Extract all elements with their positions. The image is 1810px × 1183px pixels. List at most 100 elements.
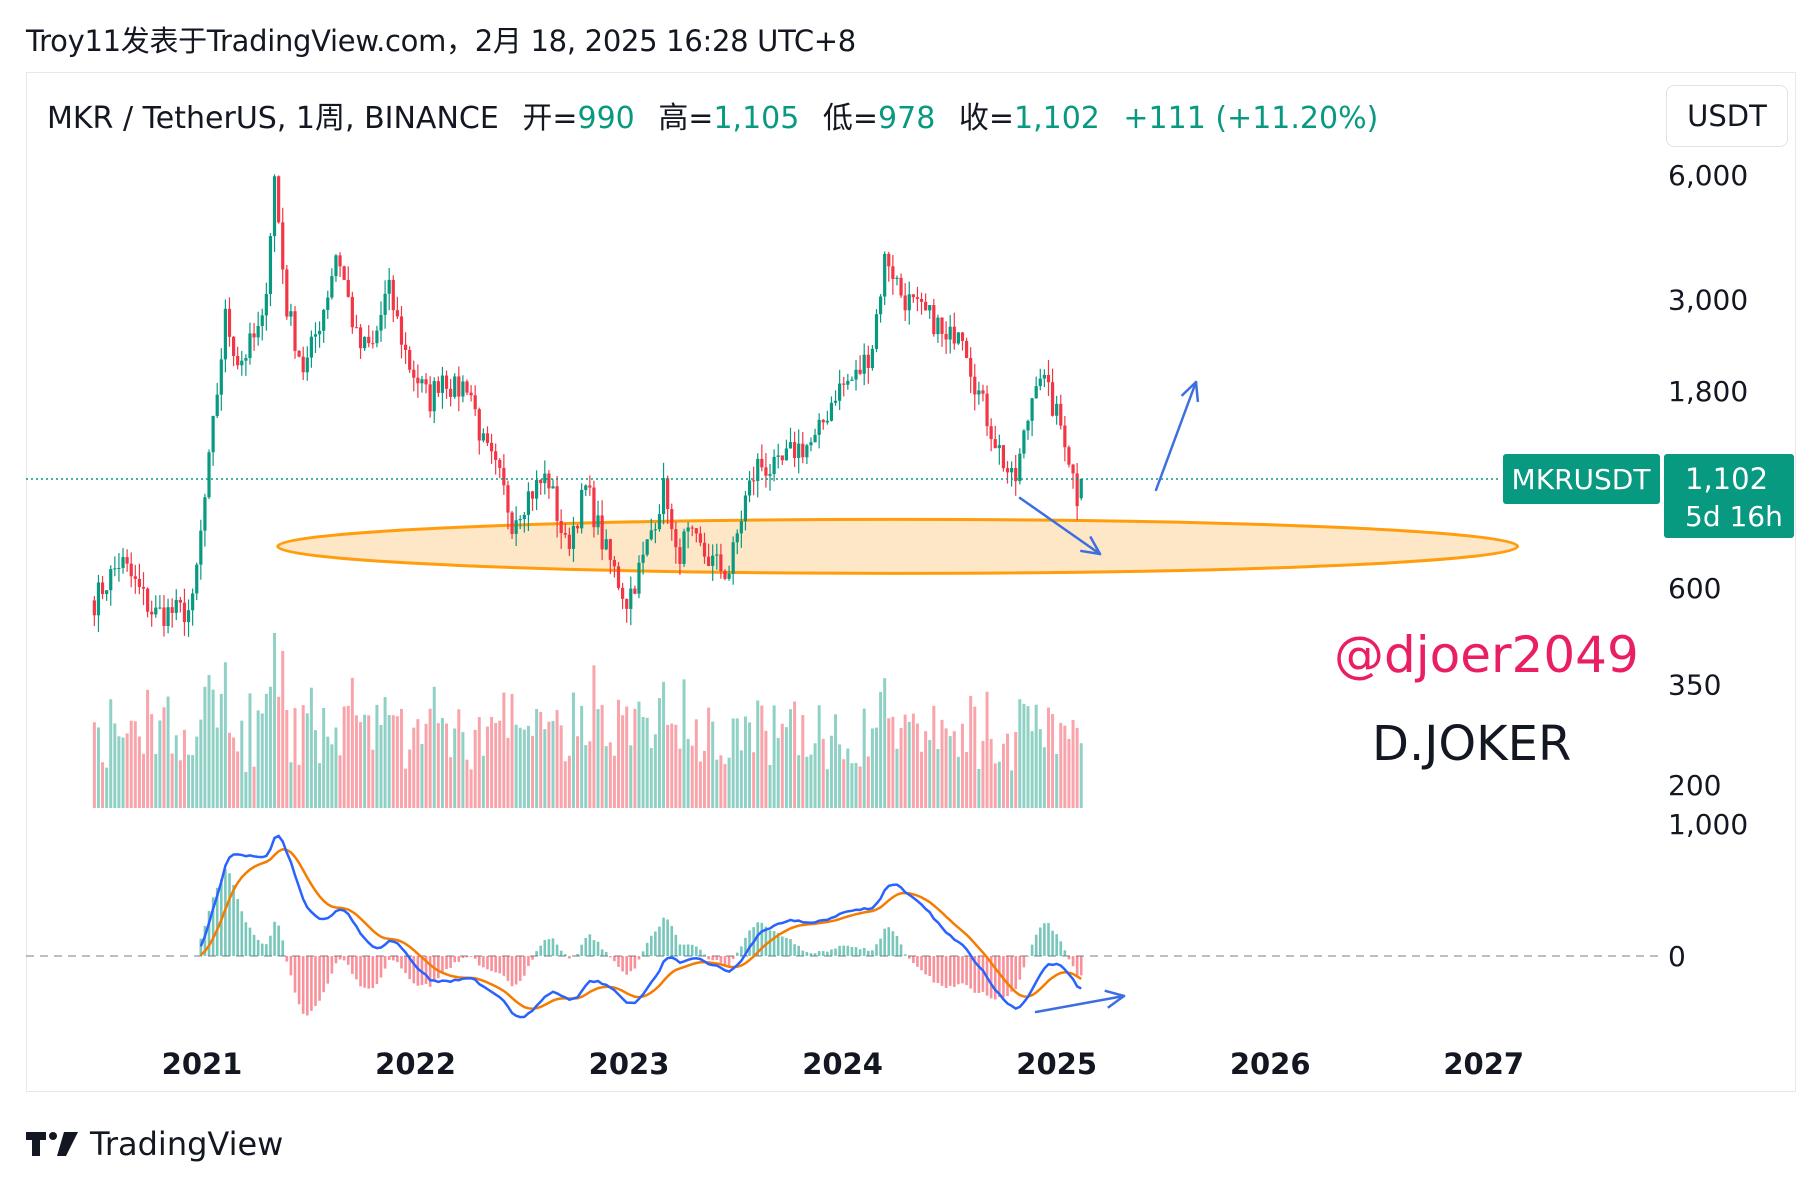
candle-body [571, 525, 576, 549]
macd-histogram-bar [355, 956, 358, 980]
macd-histogram-bar [842, 945, 846, 956]
candle-body [899, 277, 903, 296]
candle-body [833, 400, 838, 403]
macd-histogram-bar [215, 887, 219, 956]
tradingview-logo-icon [26, 1132, 78, 1156]
macd-histogram-bar [584, 937, 588, 956]
volume-bar [608, 742, 612, 808]
macd-histogram-bar [252, 934, 256, 956]
volume-bar [948, 736, 952, 808]
candle-body [915, 297, 920, 299]
candle-body [375, 330, 379, 344]
volume-bar [1059, 722, 1063, 808]
candle-body [559, 520, 563, 534]
candle-body [297, 350, 301, 357]
candle-body [694, 528, 698, 534]
legend-close-label: 收= [958, 101, 1014, 136]
macd-histogram-bar [396, 956, 399, 963]
macd-histogram-bar [817, 951, 821, 956]
volume-bar [92, 722, 96, 808]
symbol-badge-text: MKRUSDT [1512, 463, 1652, 496]
candle-body [227, 308, 232, 337]
macd-histogram-bar [351, 956, 354, 974]
macd-histogram-bar [244, 922, 248, 956]
volume-bar [780, 723, 784, 808]
candle-body [137, 578, 142, 587]
candle-body [735, 533, 739, 543]
macd-histogram-bar [666, 919, 669, 956]
candle-body [964, 340, 969, 359]
macd-histogram-bar [875, 944, 878, 956]
candle-body [494, 451, 498, 460]
volume-bar [133, 721, 137, 808]
volume-bar [1063, 725, 1067, 808]
candle-body [1001, 445, 1006, 469]
volume-bar [219, 693, 223, 808]
symbol-legend: MKR / TetherUS, 1周, BINANCE 开=990 高=1,10… [47, 93, 1378, 137]
volume-bar [297, 764, 301, 808]
volume-bar [674, 724, 678, 808]
candle-body [903, 295, 907, 311]
candle-body [1034, 386, 1038, 399]
macd-histogram-bar [629, 956, 633, 972]
volume-bar [125, 733, 129, 808]
year-tick-label: 2022 [375, 1047, 456, 1081]
candle-body [932, 305, 936, 335]
macd-histogram-bar [469, 956, 473, 957]
macd-histogram-bar [867, 950, 870, 956]
candle-body [1010, 467, 1014, 473]
macd-histogram-bar [568, 956, 571, 959]
macd-histogram-bar [756, 922, 760, 956]
axis-layer: 6,000 3,000 1,800 600 350 200 1,000 0 2021 2022 20… [162, 159, 1749, 1081]
candle-body [805, 445, 809, 458]
volume-bar [858, 766, 862, 808]
macd-histogram-bar [617, 956, 620, 967]
candle-body [993, 439, 997, 449]
volume-bar [952, 731, 956, 808]
volume-bar [825, 769, 829, 808]
volume-bar [666, 724, 670, 808]
candle-body [952, 326, 956, 344]
macd-histogram-bar [907, 956, 911, 959]
legend-high-label: 高= [658, 101, 714, 136]
candle-body [895, 277, 899, 280]
currency-button[interactable]: USDT [1666, 85, 1788, 147]
macd-histogram-bar [1071, 956, 1075, 967]
candle-body [821, 419, 825, 423]
candle-body [616, 566, 621, 588]
macd-histogram-bar [535, 951, 538, 956]
volume-bar [997, 761, 1001, 808]
volume-bar [776, 737, 780, 808]
macd-histogram-bar [592, 940, 596, 956]
candle-body [240, 360, 244, 366]
candle-body [956, 332, 960, 344]
candle-body [625, 598, 629, 609]
volume-bar [977, 768, 981, 808]
tradingview-logo[interactable]: TradingView [26, 1125, 283, 1163]
macd-histogram-bar [269, 935, 272, 956]
macd-zero-label: 0 [1668, 940, 1686, 973]
volume-bar [117, 736, 121, 808]
volume-bar [788, 709, 792, 808]
volume-bar [670, 723, 674, 808]
macd-histogram-bar [363, 956, 366, 988]
candle-body [428, 384, 432, 412]
macd-histogram-bar [473, 956, 477, 959]
macd-histogram-bar [240, 911, 244, 956]
volume-bar [649, 747, 653, 808]
macd-histogram-bar [207, 910, 211, 956]
candle-body [575, 525, 580, 529]
volume-bar [293, 708, 297, 808]
volume-bar [166, 696, 170, 808]
volume-bar [862, 708, 866, 808]
volume-bar [367, 715, 371, 808]
macd-histogram-bar [523, 956, 526, 976]
candle-body [277, 176, 281, 223]
candle-body [219, 359, 223, 395]
volume-bar [522, 729, 526, 808]
volume-bar [137, 736, 141, 808]
volume-bar [174, 735, 178, 808]
volume-bar [866, 756, 870, 808]
volume-bar [772, 705, 776, 808]
